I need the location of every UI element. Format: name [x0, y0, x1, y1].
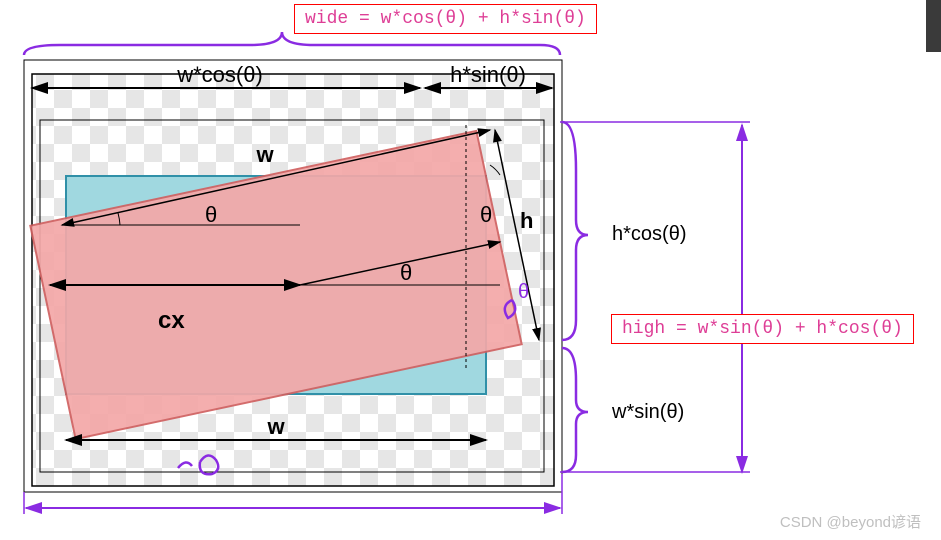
theta4-label: θ — [518, 281, 529, 303]
theta3-label: θ — [400, 260, 412, 285]
h-label: h — [520, 208, 533, 233]
brace-hcos — [562, 122, 588, 340]
watermark: CSDN @beyond谚语 — [780, 511, 921, 532]
wsin-label: w*sin(θ) — [611, 401, 684, 423]
hcos-label: h*cos(θ) — [612, 223, 686, 245]
brace-wsin — [562, 348, 588, 472]
diagram-svg: w θ w*cos(θ) h*sin(θ) h θ cx θ θ w h*cos… — [0, 0, 941, 540]
brace-top — [24, 32, 560, 55]
wcos-label: w*cos(θ) — [176, 62, 263, 87]
formula-wide: wide = w*cos(θ) + h*sin(θ) — [294, 4, 597, 34]
hsin-label: h*sin(θ) — [450, 62, 526, 87]
w-top-label: w — [255, 142, 274, 167]
theta1-label: θ — [205, 202, 217, 227]
theta2-label: θ — [480, 202, 492, 227]
formula-high: high = w*sin(θ) + h*cos(θ) — [611, 314, 914, 344]
cx-label: cx — [158, 307, 185, 334]
w-bottom-label: w — [266, 414, 285, 439]
